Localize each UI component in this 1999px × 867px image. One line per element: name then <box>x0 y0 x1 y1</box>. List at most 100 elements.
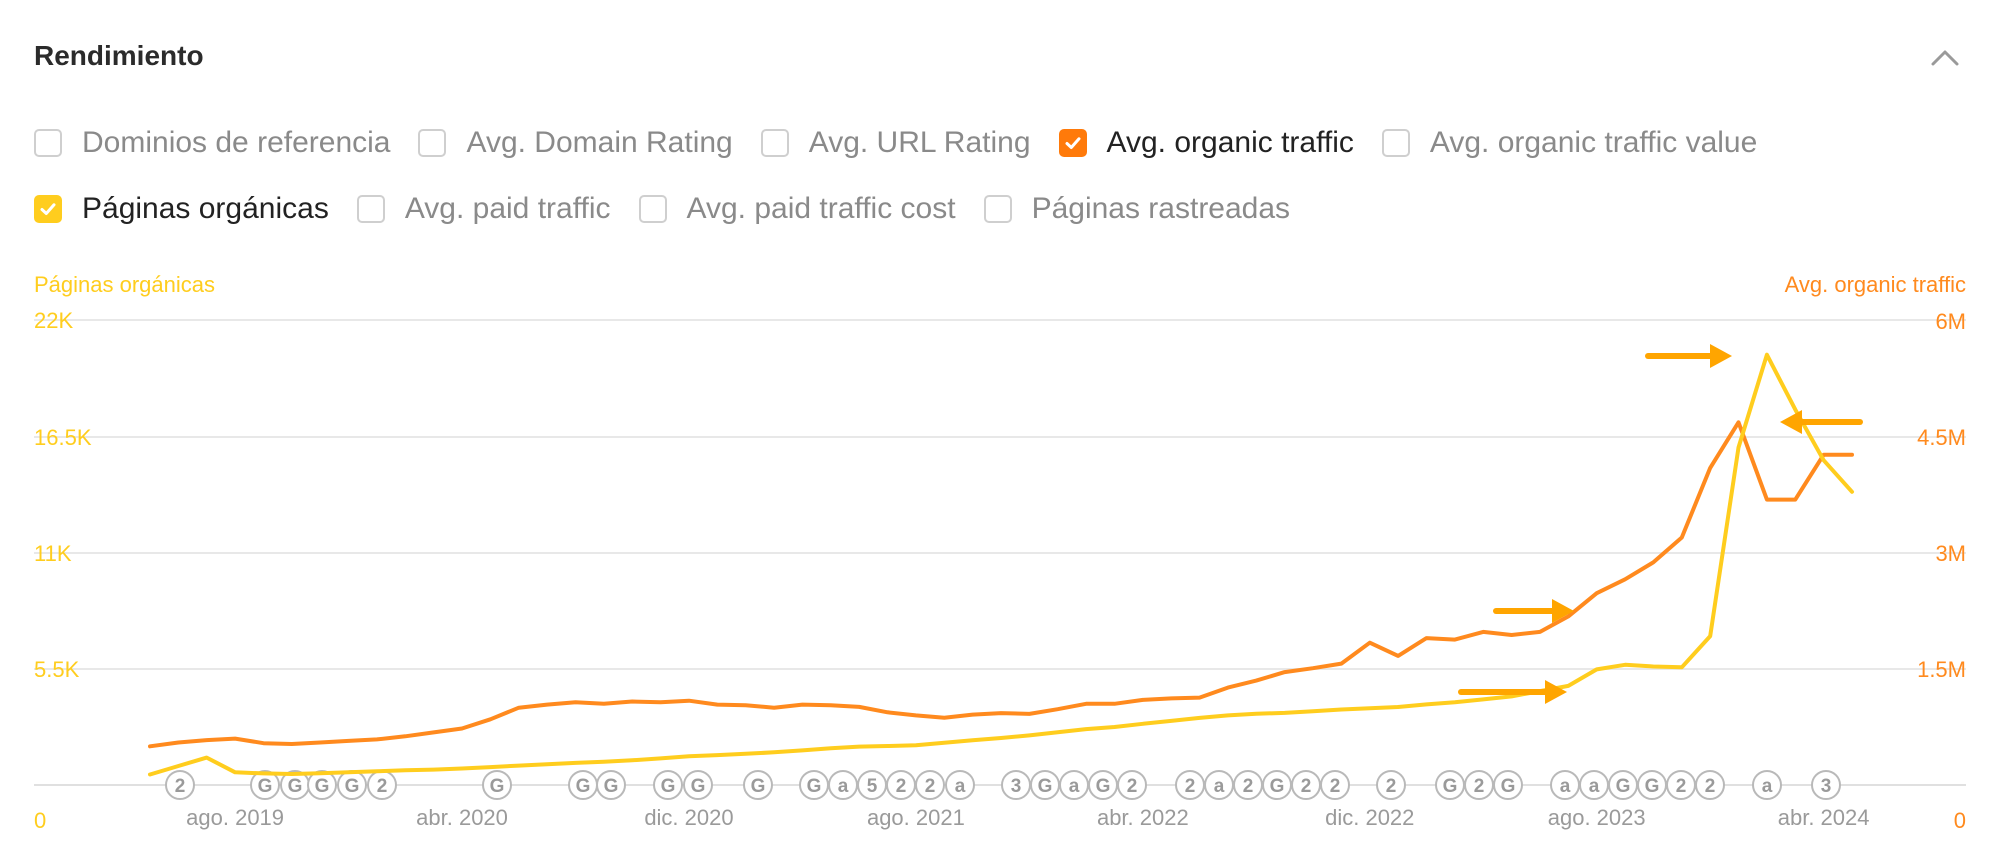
checkbox[interactable] <box>418 129 447 157</box>
x-tick-label: abr. 2022 <box>1097 805 1189 830</box>
annotation-arrow-peak-pages-head <box>1710 344 1732 368</box>
event-badge-label: 2 <box>1386 776 1397 797</box>
filter-row: Dominios de referencia Avg. Domain Rating… <box>34 118 1964 168</box>
event-badge-label: 2 <box>925 776 936 797</box>
event-badge-icon <box>1493 770 1523 800</box>
left-tick-label: 5.5K <box>34 657 80 682</box>
checkbox[interactable] <box>760 129 789 157</box>
event-badge-label: a <box>1560 776 1571 797</box>
event-badge-label: G <box>1645 776 1660 797</box>
filter-avg-organic-traffic[interactable]: Avg. organic traffic <box>1058 126 1354 160</box>
filter-avg-organic-traffic-value[interactable]: Avg. organic traffic value <box>1381 126 1757 160</box>
filter-avg-paid-traffic[interactable]: Avg. paid traffic <box>356 192 611 226</box>
event-badge-icon <box>596 770 626 800</box>
panel-title: Rendimiento <box>34 40 204 71</box>
left-tick-label: 22K <box>34 308 73 333</box>
right-tick-label: 4.5M <box>1917 425 1966 450</box>
event-badge-label: G <box>315 776 330 797</box>
x-tick-label: dic. 2020 <box>644 805 733 830</box>
event-badge-label: G <box>490 776 505 797</box>
filter-dominios-de-referencia[interactable]: Dominios de referencia <box>34 126 390 160</box>
filter-label: Avg. paid traffic <box>404 192 611 225</box>
filter-avg-paid-traffic-cost[interactable]: Avg. paid traffic cost <box>638 192 956 226</box>
event-badge-icon <box>743 770 773 800</box>
event-badge-label: G <box>288 776 303 797</box>
panel-header: Rendimiento <box>34 30 1965 84</box>
checkbox[interactable] <box>983 195 1012 223</box>
x-tick-label: ago. 2019 <box>186 805 284 830</box>
chart-canvas: Páginas orgánicas Avg. organic traffic 0 5.… <box>34 272 1966 833</box>
annotation-arrow-traffic-head <box>1780 410 1802 434</box>
event-badge-label: 3 <box>1011 776 1022 797</box>
series-line-organic-traffic <box>148 420 1854 749</box>
event-badge-icon <box>653 770 683 800</box>
event-badge-label: 2 <box>1243 776 1254 797</box>
event-badge-label: 2 <box>1705 776 1716 797</box>
event-badge-label: G <box>1616 776 1631 797</box>
event-badge-label: 2 <box>175 776 186 797</box>
filter-label: Páginas orgánicas <box>82 192 329 225</box>
right-tick-label: 0 <box>1954 808 1966 833</box>
event-badge-label: a <box>1214 776 1225 797</box>
event-badge-label: 5 <box>867 776 878 797</box>
metric-filters: Dominios de referencia Avg. Domain Rating… <box>34 118 1964 250</box>
filter-label: Avg. organic traffic <box>1106 126 1354 159</box>
annotation-arrow-traffic-rise-head <box>1552 599 1574 623</box>
check-icon <box>40 203 56 215</box>
right-tick-label: 6M <box>1935 309 1966 334</box>
event-badge-icon <box>915 770 945 800</box>
event-badge-label: 2 <box>1301 776 1312 797</box>
checkbox[interactable] <box>638 195 667 223</box>
event-badge-label: a <box>955 776 966 797</box>
event-badge-label: 2 <box>896 776 907 797</box>
event-badge-label: G <box>751 776 766 797</box>
performance-chart: Páginas orgánicas Avg. organic traffic 0 5.… <box>0 250 1999 862</box>
event-badge-label: 2 <box>1330 776 1341 797</box>
event-badge-label: G <box>604 776 619 797</box>
event-badge-label: G <box>1501 776 1516 797</box>
series-line-organic-pages <box>148 352 1854 777</box>
event-badge-label: a <box>1069 776 1080 797</box>
event-badge-icon <box>1320 770 1350 800</box>
event-badge-label: G <box>576 776 591 797</box>
event-badge-icon <box>1117 770 1147 800</box>
event-badge-label: G <box>258 776 273 797</box>
event-badge-label: G <box>691 776 706 797</box>
filter-label: Páginas rastreadas <box>1031 192 1291 225</box>
right-tick-label: 1.5M <box>1917 657 1966 682</box>
event-badge-label: a <box>1762 776 1773 797</box>
x-tick-label: abr. 2020 <box>416 805 508 830</box>
filter-páginas-rastreadas[interactable]: Páginas rastreadas <box>983 192 1291 226</box>
checkbox[interactable] <box>34 129 62 157</box>
annotation-arrow-pages-rise-head <box>1545 680 1567 704</box>
event-badge-label: G <box>1096 776 1111 797</box>
left-tick-label: 0 <box>34 808 46 833</box>
checkbox[interactable] <box>1381 129 1410 157</box>
event-badge-icon <box>1811 770 1841 800</box>
x-tick-label: abr. 2024 <box>1778 805 1870 830</box>
filter-avg-url-rating[interactable]: Avg. URL Rating <box>760 126 1031 160</box>
event-badge-label: G <box>1270 776 1285 797</box>
event-badge-icon <box>1752 770 1782 800</box>
event-badge-icon <box>945 770 975 800</box>
filter-avg-domain-rating[interactable]: Avg. Domain Rating <box>418 126 733 160</box>
event-badge-label: G <box>345 776 360 797</box>
check-icon <box>1065 137 1081 149</box>
checkbox[interactable] <box>1058 129 1087 157</box>
event-badge-label: 2 <box>1676 776 1687 797</box>
checkbox[interactable] <box>356 195 385 223</box>
event-badge-label: 2 <box>1474 776 1485 797</box>
right-tick-label: 3M <box>1935 541 1966 566</box>
event-badge-icon <box>165 770 195 800</box>
x-tick-label: ago. 2021 <box>867 805 965 830</box>
chevron-up-icon[interactable] <box>1925 38 1965 78</box>
checkbox[interactable] <box>34 195 62 223</box>
event-badge-icon <box>1695 770 1725 800</box>
left-axis-title: Páginas orgánicas <box>34 272 215 297</box>
filter-páginas-orgánicas[interactable]: Páginas orgánicas <box>34 192 329 226</box>
event-badge-icon <box>307 770 337 800</box>
filter-label: Avg. Domain Rating <box>466 126 733 159</box>
event-badge-icon <box>482 770 512 800</box>
filter-label: Avg. URL Rating <box>808 126 1031 159</box>
event-badge-label: G <box>1038 776 1053 797</box>
